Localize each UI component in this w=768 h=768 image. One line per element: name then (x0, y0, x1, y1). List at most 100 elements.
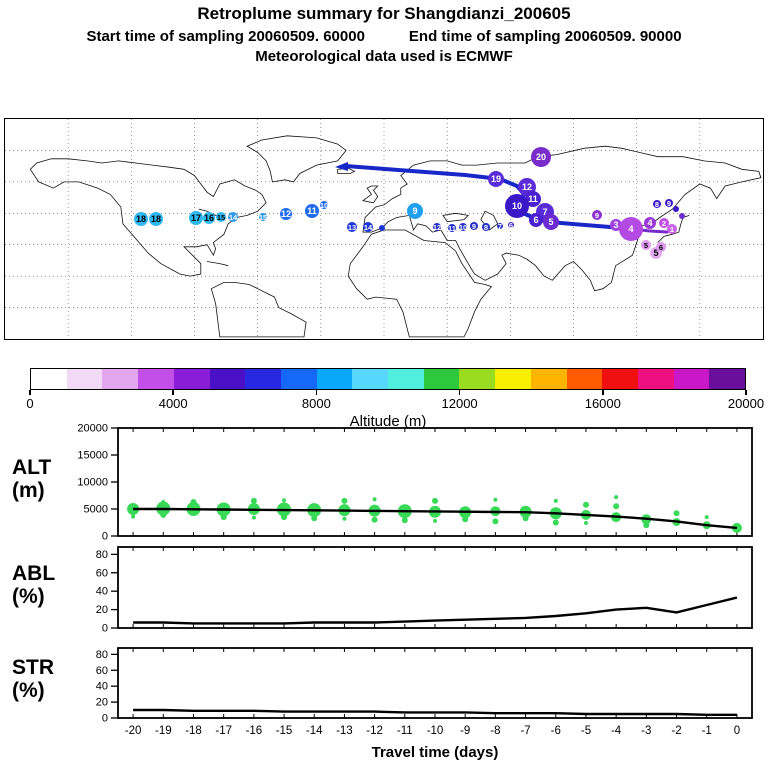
x-tick-label: -20 (125, 725, 142, 737)
map-cluster-point (592, 210, 602, 220)
met-data-line: Meteorological data used is ECMWF (255, 48, 513, 65)
map-point-label: 2 (662, 219, 666, 228)
particle-altitude-dot (553, 498, 558, 503)
map-point-label: 11 (448, 224, 456, 233)
y-tick-label: 60 (96, 567, 108, 579)
particle-altitude-dot (462, 516, 469, 523)
coastline (361, 185, 379, 204)
colorbar-segment (388, 369, 424, 389)
map-cluster-point (665, 199, 673, 207)
map-point-label: 9 (595, 211, 599, 220)
map-cluster-point (448, 224, 456, 232)
particle-altitude-dot (282, 498, 286, 503)
y-tick-label: 60 (96, 665, 108, 677)
map-point-label: 6 (509, 221, 513, 230)
particle-altitude-dot (220, 514, 227, 521)
colorbar-segment (280, 369, 317, 389)
colorbar-tick-label: 12000 (441, 396, 478, 411)
map-point-label: 7 (542, 207, 547, 217)
colorbar-segment (602, 369, 638, 389)
map-point-label: 11 (528, 194, 538, 204)
altitude-colorbar: 0 4000 8000 12000 16000 20000 Altitude (m) (26, 368, 764, 430)
map-point-label: 4 (628, 224, 633, 234)
colorbar-segment (352, 369, 389, 389)
map-cluster-point (470, 222, 478, 230)
alt-mean-line (133, 507, 738, 530)
map-cluster-point (488, 171, 504, 187)
map-cluster-point (433, 223, 441, 231)
colorbar-segment (173, 369, 210, 389)
particle-altitude-dot (311, 515, 318, 522)
map-point-label: 18 (136, 214, 146, 224)
map-cluster-point (379, 225, 385, 231)
colorbar-tick-mark (745, 390, 747, 395)
x-tick-label: -19 (155, 725, 172, 737)
map-point-label: 9 (667, 199, 671, 208)
particle-altitude-dot (614, 495, 619, 500)
map-cluster-point (619, 217, 643, 241)
x-tick-label: -1 (702, 725, 712, 737)
particle-altitude-dot (731, 522, 742, 533)
particle-altitude-dot (131, 514, 136, 519)
map-point-label: 1 (670, 225, 674, 234)
alt-axis-label-line2: (m) (12, 479, 45, 503)
coastline (207, 261, 229, 267)
y-tick-label: 0 (102, 713, 108, 725)
map-point-label: 10 (320, 201, 328, 210)
particle-altitude-dot (673, 510, 680, 517)
map-point-label: 16 (204, 213, 214, 223)
map-point-label: 13 (348, 223, 356, 232)
map-cluster-point (347, 222, 357, 232)
map-cluster-point (529, 213, 543, 227)
map-cluster-point (482, 223, 490, 231)
x-tick-label: -4 (611, 725, 622, 737)
particle-altitude-dot (281, 514, 287, 521)
map-cluster-point (659, 218, 669, 228)
coastline (29, 158, 267, 277)
map-cluster-point (203, 212, 215, 224)
map-cluster-point (531, 147, 551, 167)
map-point-label: 12 (281, 209, 291, 219)
particle-altitude-dot (250, 497, 257, 504)
particle-altitude-dot (401, 517, 408, 524)
y-tick-label: 80 (96, 549, 108, 561)
particle-altitude-dot (372, 497, 377, 502)
colorbar-tick-mark (458, 390, 461, 395)
alt-axis-label: ALT (m) (12, 456, 90, 502)
map-cluster-point (497, 223, 503, 229)
colorbar-tick-label: 4000 (158, 396, 188, 411)
colorbar-segment (495, 369, 531, 389)
map-point-label: 20 (536, 152, 546, 162)
str-mean-line (133, 708, 737, 716)
colorbar-ticks: 0 4000 8000 12000 16000 20000 (26, 390, 764, 416)
x-tick-label: -6 (551, 725, 561, 737)
x-tick-label: -14 (306, 725, 323, 737)
x-tick-label: -12 (366, 725, 383, 737)
y-tick-label: 40 (96, 681, 108, 693)
map-point-label: 14 (229, 213, 238, 222)
colorbar-label: Altitude (m) (349, 413, 427, 430)
x-tick-label: -10 (427, 725, 444, 737)
y-tick-label: 20 (96, 697, 108, 709)
map-cluster-point (525, 191, 541, 207)
map-cluster-point (228, 212, 238, 222)
map-point-label: 5 (548, 217, 553, 227)
colorbar-segment (245, 369, 281, 389)
x-tick-label: -17 (215, 725, 232, 737)
coastline (362, 145, 762, 292)
colorbar-segment (209, 369, 246, 389)
map-cluster-point (134, 212, 148, 226)
map-cluster-point (259, 213, 267, 221)
map-cluster-point (363, 222, 373, 232)
str-axis-label-line2: (%) (12, 679, 45, 703)
colorbar-segment (102, 369, 139, 389)
y-tick-label: 0 (102, 531, 108, 543)
particle-altitude-dot (552, 519, 559, 526)
colorbar-tick-label: 20000 (727, 396, 765, 411)
map-cluster-point (667, 224, 677, 234)
y-tick-label: 20000 (77, 423, 108, 435)
map-cluster-point (673, 206, 679, 212)
coastline (337, 167, 356, 174)
sampling-times-line: Start time of sampling 20060509. 60000 En… (0, 28, 768, 45)
colorbar-tick-mark (172, 390, 174, 395)
